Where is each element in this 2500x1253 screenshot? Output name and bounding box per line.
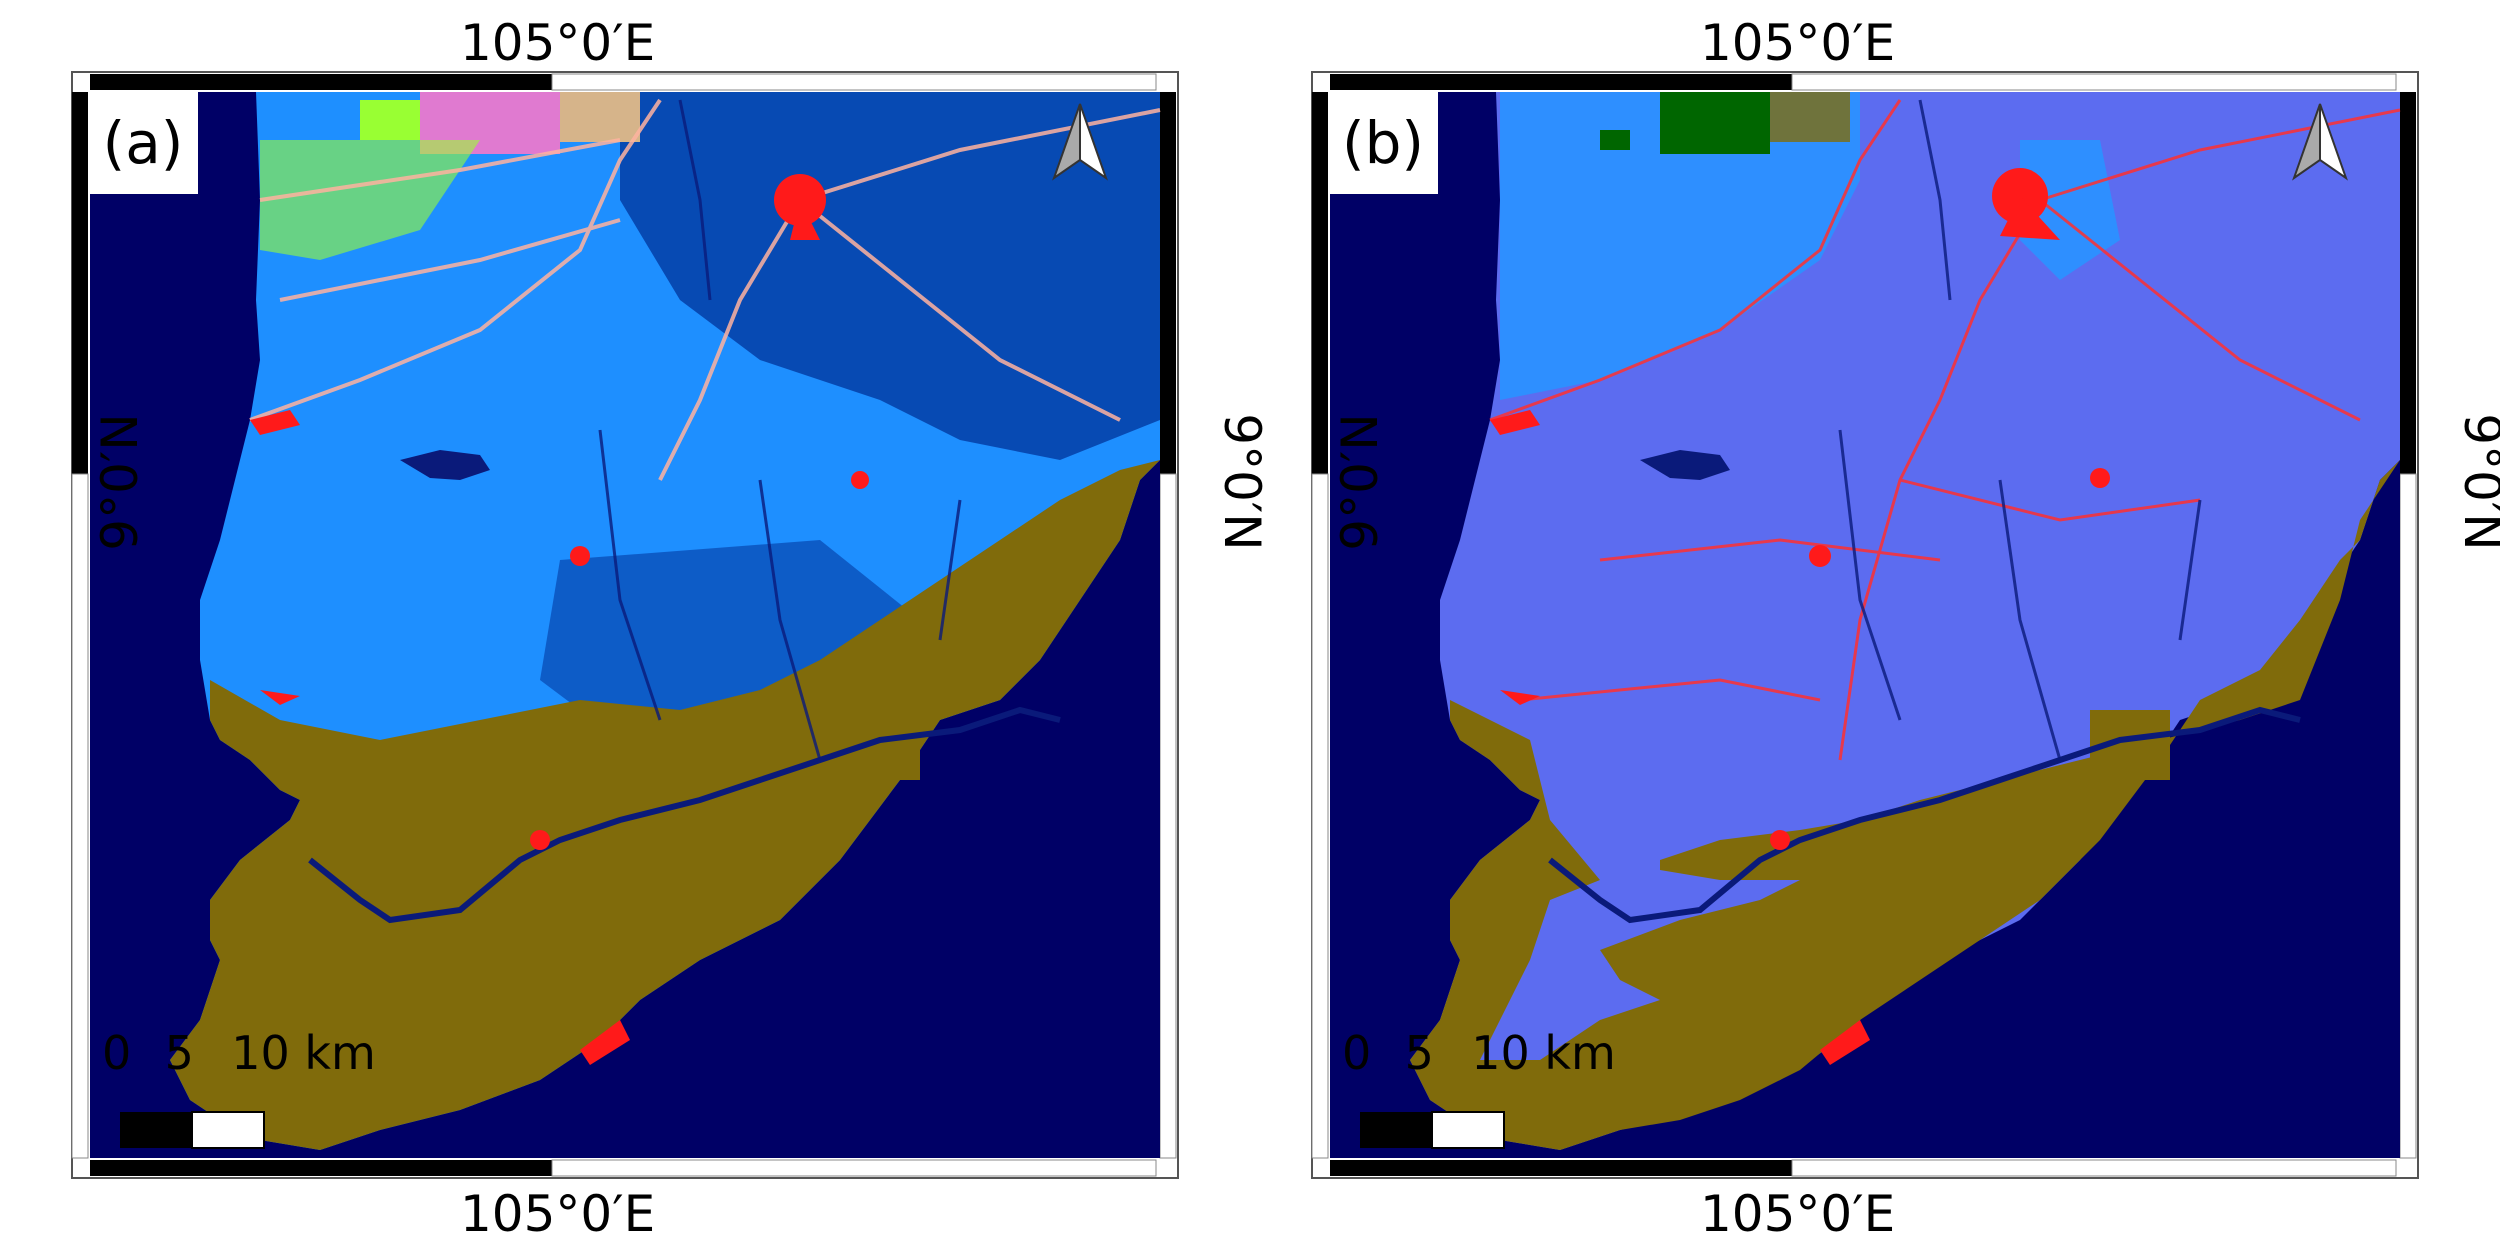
panel-label-b: (b) — [1328, 92, 1438, 194]
right-latitude-label: 9°0′N — [2453, 413, 2500, 551]
top-longitude-label: 105°0′E — [460, 14, 656, 72]
mangrove-area — [1410, 460, 2400, 1150]
scale-tick-10km: 10 km — [231, 1026, 376, 1080]
urban-areas — [1490, 168, 2110, 1065]
mangrove-area — [170, 460, 1160, 1150]
scale-tick-10km: 10 km — [1471, 1026, 1616, 1080]
panel-label-a: (a) — [88, 92, 198, 194]
scale-bar-black — [1360, 1112, 1432, 1148]
map-frame-a — [71, 71, 1179, 1179]
scale-bar-labels: 0 5 10 km — [102, 1026, 376, 1080]
scale-bar-black — [120, 1112, 192, 1148]
right-latitude-label: 9°0′N — [1213, 413, 1271, 551]
map-panel-b: 105°0′E 105°0′E 9°0′N 9°0′N (b) 0 5 10 k… — [1300, 0, 2500, 1253]
scale-tick-0: 0 — [1342, 1026, 1372, 1080]
forest-block — [1660, 92, 1770, 154]
scale-tick-0: 0 — [102, 1026, 132, 1080]
crop-green — [360, 100, 420, 140]
top-longitude-label: 105°0′E — [1700, 14, 1896, 72]
left-latitude-label: 9°0′N — [91, 413, 149, 551]
scale-bar-white — [1431, 1111, 1505, 1149]
bottom-longitude-label: 105°0′E — [460, 1185, 656, 1243]
map-panel-a: 105°0′E 105°0′E 9°0′N 9°0′N (a) 0 5 10 k… — [60, 0, 1271, 1253]
scale-bar-white — [191, 1111, 265, 1149]
north-arrow-icon — [2292, 103, 2348, 181]
scale-tick-5: 5 — [164, 1026, 194, 1080]
bottom-longitude-label: 105°0′E — [1700, 1185, 1896, 1243]
scale-tick-5: 5 — [1404, 1026, 1434, 1080]
scale-bar-labels: 0 5 10 km — [1342, 1026, 1616, 1080]
urban-areas — [250, 174, 869, 1065]
north-arrow-icon — [1052, 103, 1108, 181]
map-frame-b — [1311, 71, 2419, 1179]
left-latitude-label: 9°0′N — [1331, 413, 1389, 551]
